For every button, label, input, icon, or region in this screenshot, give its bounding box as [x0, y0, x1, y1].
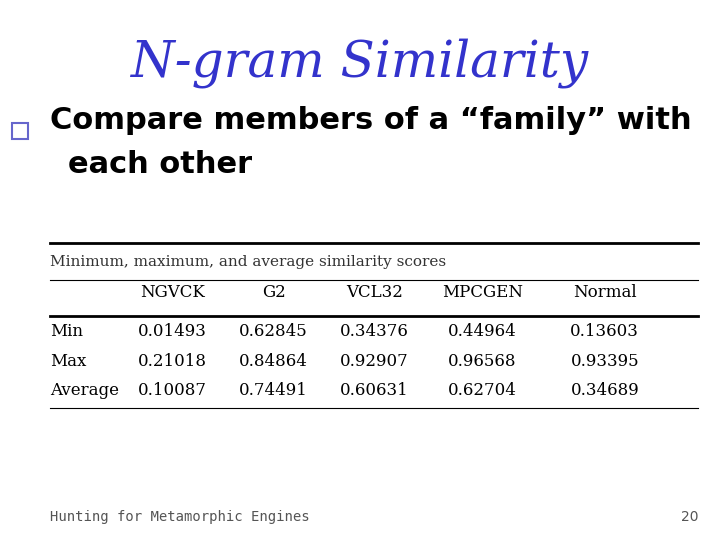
Text: VCL32: VCL32 [346, 284, 402, 301]
Text: 0.01493: 0.01493 [138, 323, 207, 340]
Text: 0.62845: 0.62845 [239, 323, 308, 340]
Text: 0.21018: 0.21018 [138, 353, 207, 369]
Text: Hunting for Metamorphic Engines: Hunting for Metamorphic Engines [50, 510, 310, 524]
Text: 0.34376: 0.34376 [340, 323, 409, 340]
Text: Max: Max [50, 353, 87, 369]
Text: 0.60631: 0.60631 [340, 382, 409, 399]
Text: 0.62704: 0.62704 [448, 382, 517, 399]
Text: G2: G2 [262, 284, 285, 301]
Text: 0.93395: 0.93395 [570, 353, 639, 369]
Text: each other: each other [68, 150, 253, 179]
Text: NGVCK: NGVCK [140, 284, 205, 301]
Text: Compare members of a “family” with: Compare members of a “family” with [50, 106, 692, 135]
Text: 0.44964: 0.44964 [448, 323, 517, 340]
Text: 0.34689: 0.34689 [570, 382, 639, 399]
Text: Min: Min [50, 323, 84, 340]
Text: N-gram Similarity: N-gram Similarity [132, 38, 588, 88]
Text: 0.10087: 0.10087 [138, 382, 207, 399]
Text: 0.96568: 0.96568 [448, 353, 517, 369]
Text: 0.13603: 0.13603 [570, 323, 639, 340]
Text: Normal: Normal [573, 284, 636, 301]
Text: 20: 20 [681, 510, 698, 524]
Text: 0.74491: 0.74491 [239, 382, 308, 399]
Text: Minimum, maximum, and average similarity scores: Minimum, maximum, and average similarity… [50, 255, 446, 269]
Text: Average: Average [50, 382, 120, 399]
FancyBboxPatch shape [12, 124, 28, 139]
Text: MPCGEN: MPCGEN [442, 284, 523, 301]
Text: 0.92907: 0.92907 [340, 353, 409, 369]
Text: 0.84864: 0.84864 [239, 353, 308, 369]
